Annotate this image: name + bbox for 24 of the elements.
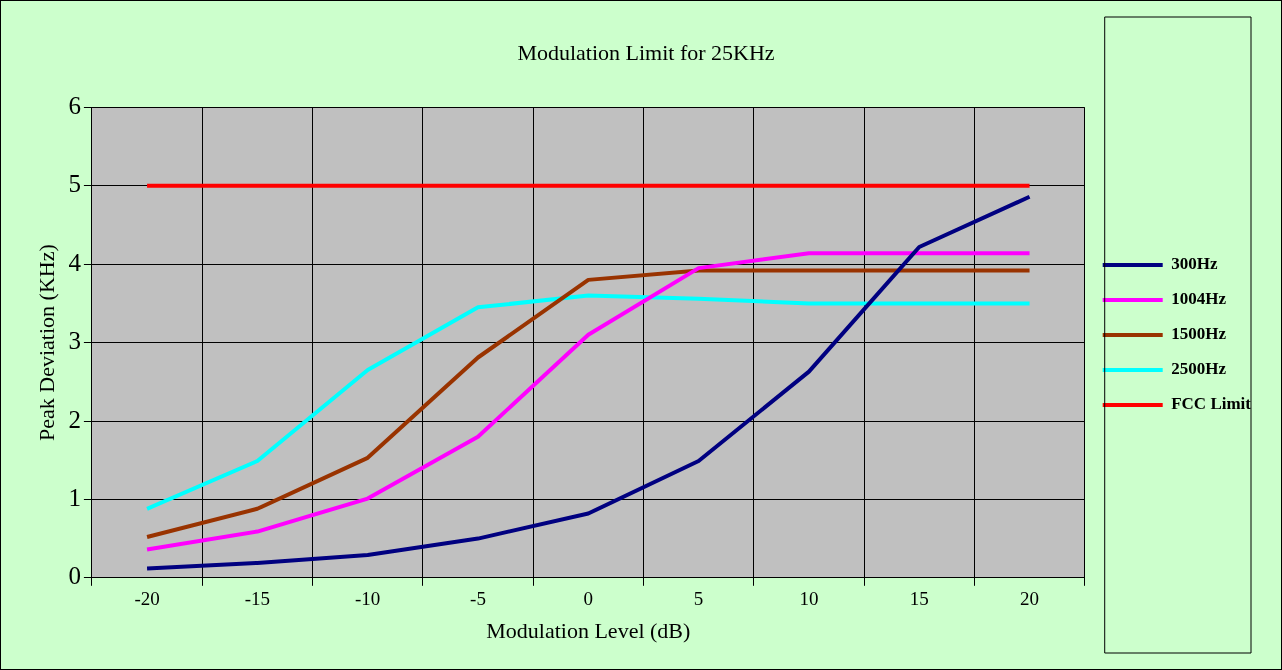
x-tick-label: 20 xyxy=(1020,588,1040,610)
x-tick-label: 5 xyxy=(693,588,704,610)
y-axis-title: Peak Deviation (KHz) xyxy=(33,244,59,441)
x-tick-label: -10 xyxy=(355,588,381,610)
legend-label: 2500Hz xyxy=(1171,359,1227,379)
y-tick-label: 5 xyxy=(68,170,81,198)
chart-title: Modulation Limit for 25KHz xyxy=(517,39,775,65)
x-tick-label: -15 xyxy=(244,588,271,610)
legend-label: 1004Hz xyxy=(1171,289,1227,309)
y-tick-label: 0 xyxy=(68,562,81,590)
y-tick-label: 3 xyxy=(68,327,81,355)
x-tick-label: -20 xyxy=(134,588,160,610)
legend-label: 1500Hz xyxy=(1171,324,1227,344)
x-tick-label: 10 xyxy=(799,588,819,610)
legend-label: 300Hz xyxy=(1171,254,1218,274)
x-tick-label: -5 xyxy=(470,588,486,610)
y-tick-label: 4 xyxy=(68,248,82,276)
y-tick-label: 6 xyxy=(68,91,81,119)
x-tick-label: 15 xyxy=(909,588,929,610)
y-tick-label: 1 xyxy=(68,483,81,511)
legend-label: FCC Limit xyxy=(1171,394,1252,414)
y-tick-label: 2 xyxy=(68,405,81,433)
x-axis-title: Modulation Level (dB) xyxy=(486,617,691,643)
x-tick-label: 0 xyxy=(583,588,594,610)
